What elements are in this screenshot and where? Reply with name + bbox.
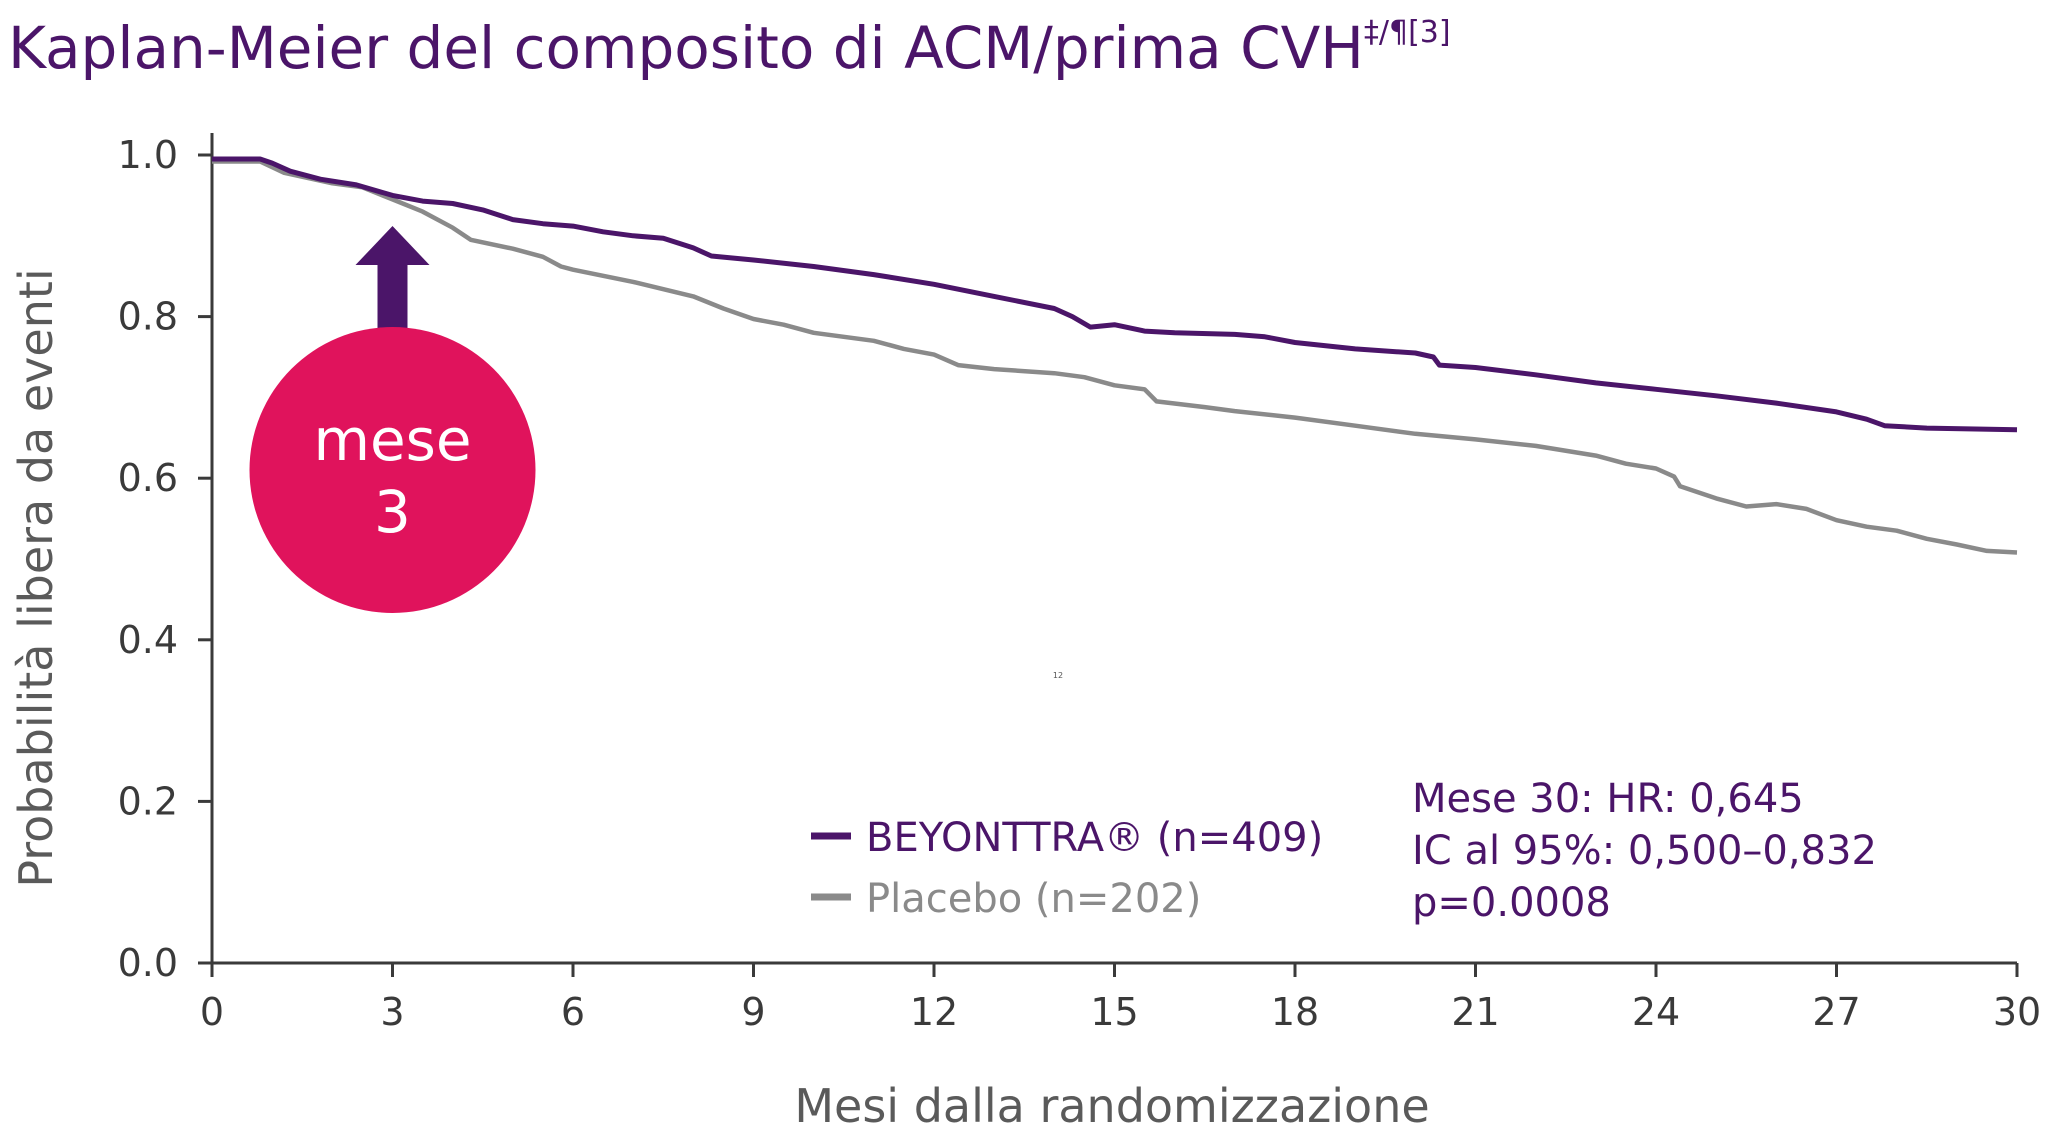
callout-label-line1: mese xyxy=(313,406,471,474)
series-layer xyxy=(212,156,2018,555)
y-tick-label: 0.8 xyxy=(118,295,178,339)
y-ticks: 0.0 0.2 0.4 0.6 0.8 1.0 xyxy=(118,133,212,985)
x-tick-label: 21 xyxy=(1451,990,1499,1034)
stray-label: 12 xyxy=(1053,671,1063,680)
month-3-callout: mese 3 xyxy=(249,226,536,613)
y-axis-title: Probabilità libera da eventi xyxy=(9,268,63,887)
y-tick-label: 1.0 xyxy=(118,133,178,177)
series-line-placebo xyxy=(212,159,2018,555)
stats-annotation: Mese 30: HR: 0,645 IC al 95%: 0,500–0,83… xyxy=(1412,776,1877,926)
y-tick-label: 0.0 xyxy=(118,941,178,985)
chart-title-main: Kaplan-Meier del composito di ACM/prima … xyxy=(8,14,1364,82)
series-line-beyonttra xyxy=(212,156,2018,433)
y-tick-label: 0.6 xyxy=(118,456,178,500)
x-tick-label: 12 xyxy=(910,990,958,1034)
x-tick-label: 27 xyxy=(1812,990,1860,1034)
x-tick-label: 9 xyxy=(741,990,765,1034)
x-tick-label: 6 xyxy=(561,990,585,1034)
x-tick-label: 0 xyxy=(200,990,224,1034)
y-tick-label: 0.4 xyxy=(118,618,178,662)
legend-label-placebo: Placebo (n=202) xyxy=(866,876,1201,922)
callout-circle xyxy=(249,327,536,613)
stats-hr: Mese 30: HR: 0,645 xyxy=(1412,776,1804,822)
x-tick-label: 3 xyxy=(380,990,404,1034)
x-axis-title: Mesi dalla randomizzazione xyxy=(794,1079,1429,1133)
x-tick-label: 30 xyxy=(1993,990,2041,1034)
callout-label-line2: 3 xyxy=(374,478,411,546)
callout-arrow-head-icon xyxy=(355,226,430,265)
x-ticks: 0 3 6 9 12 15 18 21 24 27 30 xyxy=(200,963,2041,1034)
chart-title: Kaplan-Meier del composito di ACM/prima … xyxy=(8,14,1451,82)
stats-ci: IC al 95%: 0,500–0,832 xyxy=(1412,828,1877,874)
x-tick-label: 18 xyxy=(1271,990,1319,1034)
legend: BEYONTTRA® (n=409) Placebo (n=202) xyxy=(811,815,1323,922)
legend-label-beyonttra: BEYONTTRA® (n=409) xyxy=(866,815,1323,861)
x-tick-label: 15 xyxy=(1090,990,1138,1034)
chart-title-superscript: ‡/¶[3] xyxy=(1364,15,1451,50)
x-tick-label: 24 xyxy=(1632,990,1680,1034)
y-tick-label: 0.2 xyxy=(118,779,178,823)
stats-p-value: p=0.0008 xyxy=(1412,880,1611,926)
